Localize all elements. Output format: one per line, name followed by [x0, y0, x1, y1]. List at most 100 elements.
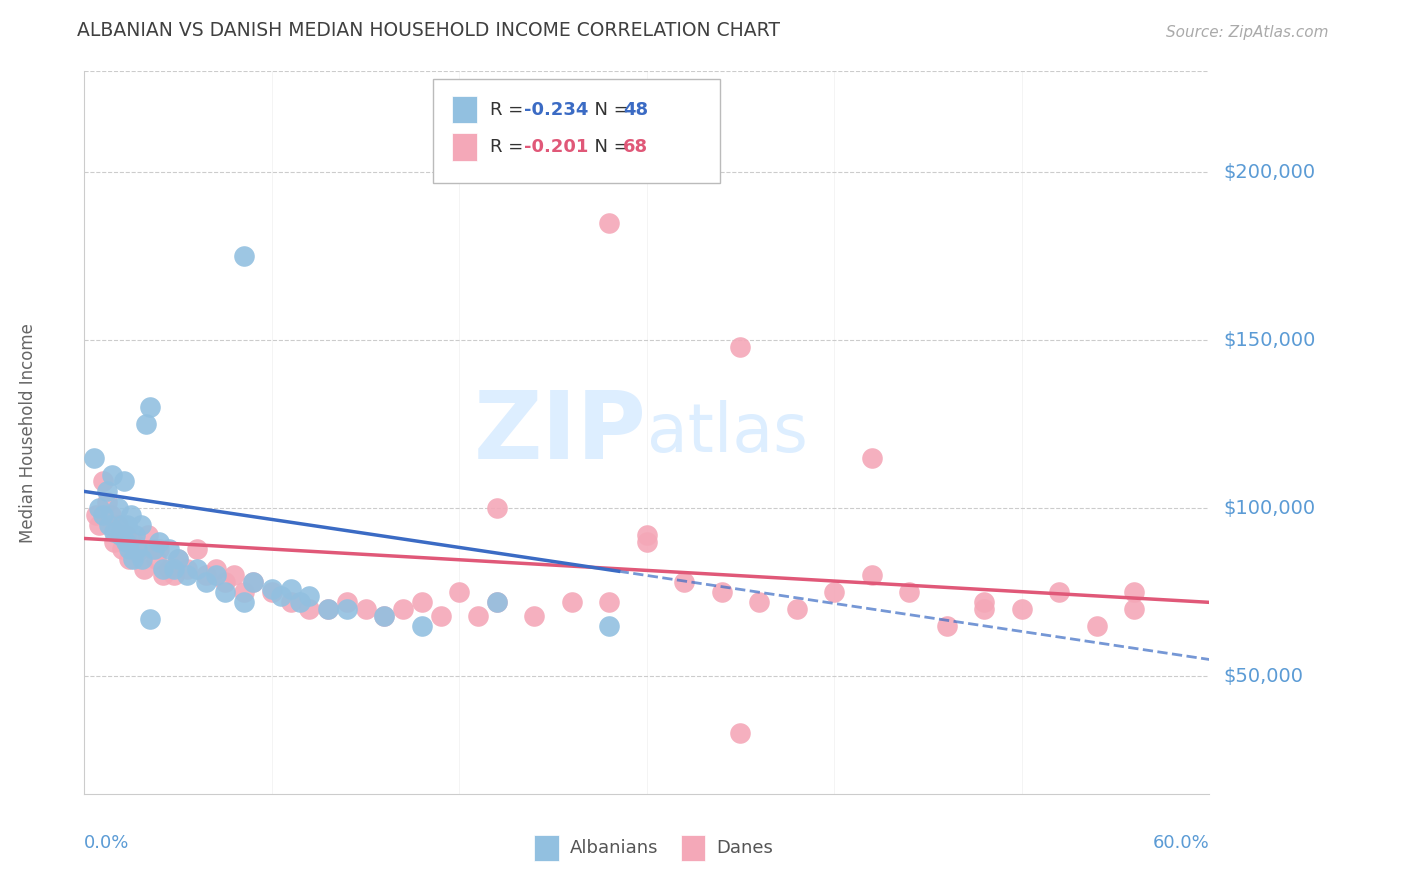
- Point: [298, 602, 321, 616]
- Point: [373, 608, 395, 623]
- Point: [1123, 585, 1146, 599]
- Text: ALBANIAN VS DANISH MEDIAN HOUSEHOLD INCOME CORRELATION CHART: ALBANIAN VS DANISH MEDIAN HOUSEHOLD INCO…: [77, 21, 780, 40]
- Text: -0.201: -0.201: [524, 138, 589, 156]
- Text: ZIP: ZIP: [474, 386, 647, 479]
- FancyBboxPatch shape: [433, 78, 720, 184]
- Text: N =: N =: [582, 138, 634, 156]
- Bar: [453, 96, 477, 123]
- Point: [131, 551, 153, 566]
- Point: [214, 585, 236, 599]
- Point: [186, 562, 208, 576]
- Text: 60.0%: 60.0%: [1153, 834, 1209, 852]
- Text: -0.234: -0.234: [524, 101, 589, 119]
- Point: [152, 568, 174, 582]
- Point: [485, 595, 508, 609]
- Text: 68: 68: [623, 138, 648, 156]
- Point: [139, 401, 162, 415]
- Point: [449, 585, 471, 599]
- Point: [373, 608, 395, 623]
- Point: [163, 568, 186, 582]
- Point: [1047, 585, 1070, 599]
- Point: [152, 562, 174, 576]
- Point: [316, 602, 339, 616]
- Point: [467, 608, 489, 623]
- Point: [973, 595, 995, 609]
- Point: [101, 467, 124, 482]
- Text: Source: ZipAtlas.com: Source: ZipAtlas.com: [1166, 25, 1329, 40]
- Bar: [534, 836, 560, 861]
- Point: [142, 541, 165, 556]
- Point: [84, 508, 107, 522]
- Point: [134, 562, 156, 576]
- Text: Median Household Income: Median Household Income: [20, 323, 37, 542]
- Point: [135, 417, 157, 432]
- Point: [748, 595, 770, 609]
- Point: [148, 541, 170, 556]
- Text: $150,000: $150,000: [1223, 331, 1316, 350]
- Point: [242, 575, 264, 590]
- Bar: [681, 836, 706, 861]
- Point: [145, 551, 167, 566]
- Point: [288, 595, 311, 609]
- Point: [598, 216, 620, 230]
- Point: [100, 508, 122, 522]
- Point: [176, 562, 198, 576]
- Point: [411, 595, 433, 609]
- Text: Danes: Danes: [717, 839, 773, 857]
- Point: [730, 340, 752, 354]
- Point: [204, 562, 226, 576]
- Point: [186, 541, 208, 556]
- Point: [336, 602, 359, 616]
- Point: [111, 518, 134, 533]
- Point: [232, 249, 254, 263]
- Point: [354, 602, 377, 616]
- Point: [786, 602, 808, 616]
- Point: [280, 595, 302, 609]
- Point: [108, 528, 131, 542]
- Point: [120, 508, 142, 522]
- Point: [823, 585, 845, 599]
- Point: [122, 534, 145, 549]
- Point: [117, 518, 139, 533]
- Point: [298, 589, 321, 603]
- Point: [89, 518, 111, 533]
- Point: [107, 518, 129, 533]
- Point: [107, 501, 129, 516]
- Point: [141, 541, 163, 556]
- Point: [114, 534, 136, 549]
- Text: $200,000: $200,000: [1223, 162, 1315, 182]
- Point: [973, 602, 995, 616]
- Point: [260, 585, 283, 599]
- Point: [429, 608, 451, 623]
- Point: [195, 575, 218, 590]
- Point: [598, 595, 620, 609]
- Point: [125, 541, 148, 556]
- Point: [157, 541, 180, 556]
- Point: [204, 568, 226, 582]
- Point: [118, 541, 141, 556]
- Text: atlas: atlas: [647, 400, 807, 466]
- Point: [122, 551, 145, 566]
- Point: [270, 589, 292, 603]
- Point: [860, 568, 883, 582]
- Point: [103, 534, 125, 549]
- Point: [214, 575, 236, 590]
- Point: [935, 619, 957, 633]
- Point: [91, 508, 114, 522]
- Point: [636, 534, 658, 549]
- Point: [485, 595, 508, 609]
- Text: Albanians: Albanians: [571, 839, 659, 857]
- Point: [636, 528, 658, 542]
- Point: [148, 534, 170, 549]
- Bar: [453, 134, 477, 161]
- Point: [176, 568, 198, 582]
- Text: R =: R =: [491, 138, 530, 156]
- Point: [232, 585, 254, 599]
- Point: [523, 608, 546, 623]
- Text: 0.0%: 0.0%: [84, 834, 129, 852]
- Point: [139, 612, 162, 626]
- Point: [673, 575, 696, 590]
- Point: [96, 494, 118, 508]
- Point: [129, 518, 152, 533]
- Point: [91, 475, 114, 489]
